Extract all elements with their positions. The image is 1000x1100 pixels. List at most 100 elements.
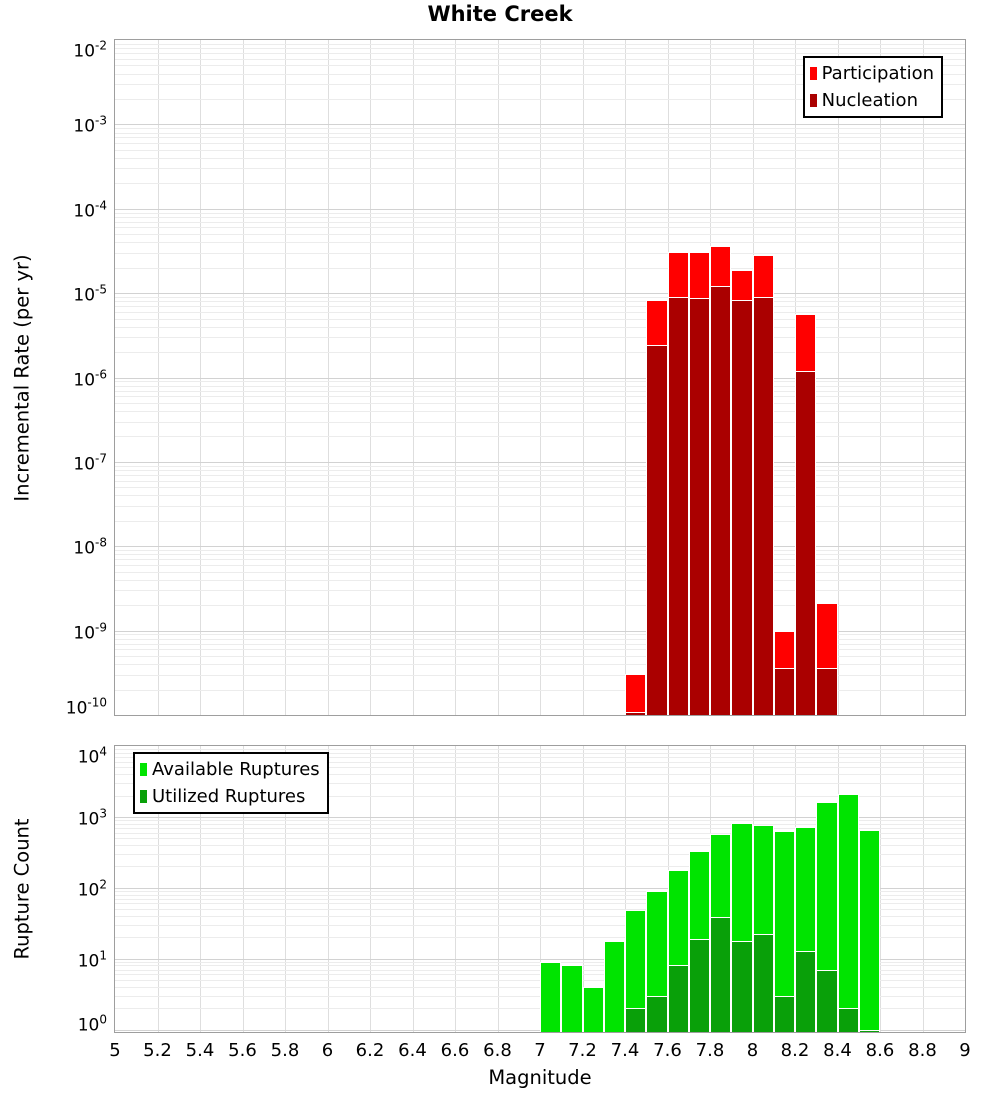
nucleation-bar <box>710 286 732 715</box>
utilized-ruptures-bar <box>688 938 710 1032</box>
gridline-h-minor <box>115 664 965 666</box>
x-tick-label: 5.2 <box>143 1040 172 1061</box>
legend-label-available-ruptures: Available Ruptures <box>152 759 320 780</box>
gridline-h-minor <box>115 318 965 320</box>
nucleation-bar <box>688 297 710 715</box>
participation-bar <box>625 673 647 715</box>
gridline-h-minor <box>115 242 965 244</box>
gridline-h-minor <box>115 421 965 423</box>
utilized-ruptures-bar <box>667 965 689 1032</box>
gridline-h-minor <box>115 550 965 552</box>
gridline-h-minor <box>115 43 965 45</box>
x-tick-label: 7.4 <box>610 1040 640 1061</box>
y-tick-label: 10-10 <box>65 695 107 719</box>
gridline-v <box>157 746 159 1032</box>
rate-legend: Participation Nucleation <box>802 56 943 118</box>
gridline-v <box>370 746 371 1032</box>
gridline-h-minor <box>115 656 965 658</box>
gridline-v <box>200 746 201 1032</box>
gridline-v <box>582 746 584 1032</box>
gridline-h-minor <box>115 53 965 55</box>
gridline-h-minor <box>115 98 965 100</box>
gridline-v <box>625 746 626 1032</box>
gridline-h-minor <box>115 470 965 472</box>
gridline-h-minor <box>115 381 965 383</box>
gridline-h-major <box>115 816 965 818</box>
available-ruptures-bar <box>582 986 604 1032</box>
gridline-h-minor <box>115 915 965 917</box>
utilized-ruptures-bar <box>646 995 668 1032</box>
nucleation-bar <box>667 297 689 715</box>
nucleation-marker-icon <box>809 94 817 107</box>
gridline-h-minor <box>115 674 965 676</box>
nucleation-bar <box>625 711 647 715</box>
gridline-h-minor <box>115 216 965 218</box>
y-tick-label: 102 <box>77 877 107 901</box>
available-ruptures-bar <box>540 961 562 1032</box>
y-tick-label: 10-5 <box>73 282 107 306</box>
y-tick-label: 10-2 <box>73 38 107 62</box>
gridline-h-minor <box>115 643 965 645</box>
gridline-h-minor <box>115 385 965 387</box>
gridline-h-minor <box>115 487 965 489</box>
gridline-h-minor <box>115 903 965 905</box>
available-ruptures-bar <box>625 909 647 1032</box>
gridline-h-minor <box>115 267 965 269</box>
gridline-h-minor <box>115 137 965 139</box>
x-tick-label: 7.2 <box>568 1040 597 1061</box>
gridline-h-major <box>115 887 965 889</box>
gridline-h-minor <box>115 390 965 392</box>
gridline-h-minor <box>115 894 965 896</box>
gridline-h-minor <box>115 564 965 566</box>
y-tick-label: 101 <box>77 948 107 971</box>
gridline-h-minor <box>115 832 965 834</box>
gridline-h-minor <box>115 337 965 339</box>
gridline-h-minor <box>115 752 965 754</box>
gridline-h-minor <box>115 838 965 840</box>
gridline-h-major <box>115 293 965 295</box>
gridline-h-minor <box>115 234 965 236</box>
gridline-h-minor <box>115 605 965 607</box>
gridline-h-minor <box>115 845 965 847</box>
x-tick-label: 6.2 <box>355 1040 385 1061</box>
legend-item-utilized-ruptures: Utilized Ruptures <box>140 783 320 810</box>
rate-plot-area <box>115 40 965 715</box>
page-title: White Creek <box>427 2 573 26</box>
gridline-h-major <box>115 461 965 463</box>
available-ruptures-bar <box>603 940 625 1032</box>
x-tick-label: 9 <box>959 1040 971 1061</box>
gridline-v <box>327 746 329 1032</box>
x-tick-label: 8.6 <box>865 1040 895 1061</box>
gridline-h-minor <box>115 73 965 75</box>
x-tick-label: 7.8 <box>695 1040 725 1061</box>
rate-y-axis-label: Incremental Rate (per yr) <box>10 254 34 502</box>
gridline-h-minor <box>115 396 965 398</box>
gridline-h-minor <box>115 898 965 900</box>
legend-label-utilized-ruptures: Utilized Ruptures <box>152 786 306 807</box>
y-tick-label: 103 <box>77 806 107 830</box>
gridline-h-minor <box>115 827 965 829</box>
x-tick-label: 8.8 <box>908 1040 937 1061</box>
gridline-h-minor <box>115 795 965 797</box>
legend-item-available-ruptures: Available Ruptures <box>140 756 320 783</box>
gridline-v <box>455 746 456 1032</box>
utilized-ruptures-bar <box>858 1029 880 1032</box>
gridline-h-minor <box>115 252 965 254</box>
y-tick-label: 10-6 <box>73 367 107 390</box>
gridline-h-minor <box>115 411 965 413</box>
gridline-h-minor <box>115 554 965 556</box>
nucleation-bar <box>731 300 753 715</box>
gridline-h-minor <box>115 296 965 298</box>
gridline-v <box>412 746 414 1032</box>
x-tick-label: 8.2 <box>780 1040 810 1061</box>
y-tick-label: 104 <box>77 744 107 768</box>
x-tick-label: 8.4 <box>823 1040 852 1061</box>
gridline-h-minor <box>115 649 965 651</box>
gridline-h-minor <box>115 761 965 763</box>
utilized-ruptures-bar <box>625 1008 647 1032</box>
gridline-h-minor <box>115 749 965 751</box>
gridline-h-minor <box>115 520 965 522</box>
gridline-v <box>880 746 881 1032</box>
gridline-h-minor <box>115 579 965 581</box>
